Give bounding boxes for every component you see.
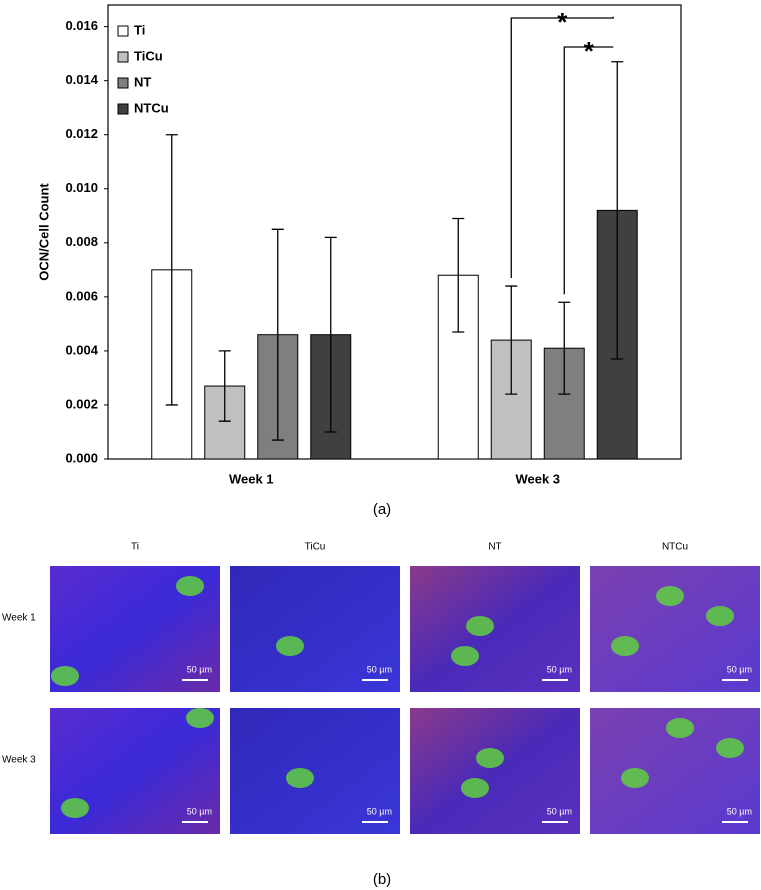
legend-label: TiCu <box>134 48 163 63</box>
error-bar <box>271 228 284 441</box>
cell-cluster <box>476 748 504 768</box>
error-bar <box>324 236 337 433</box>
error-bar <box>558 301 571 395</box>
legend-swatch <box>117 25 129 37</box>
column-label: Ti <box>131 542 139 553</box>
micrograph <box>230 708 400 834</box>
scale-bar-label: 50 µm <box>187 806 212 816</box>
cell-cluster <box>276 636 304 656</box>
micrograph <box>410 566 580 692</box>
scale-bar-label: 50 µm <box>727 664 752 674</box>
cell-cluster <box>706 606 734 626</box>
legend-label: Ti <box>134 22 145 37</box>
panel-label: (a) <box>373 501 391 518</box>
significance-bracket <box>563 46 614 295</box>
panel-label: (b) <box>373 871 391 888</box>
cell-cluster <box>451 646 479 666</box>
cell-cluster <box>656 586 684 606</box>
x-tick-label: Week 1 <box>229 471 274 486</box>
legend-label: NTCu <box>134 100 169 115</box>
scale-bar-label: 50 µm <box>547 806 572 816</box>
error-bar <box>505 285 518 395</box>
significance-bracket <box>510 16 614 279</box>
legend-swatch <box>117 103 129 115</box>
y-tick-label: 0.004 <box>65 342 98 357</box>
legend-swatch <box>117 51 129 63</box>
annotation: * <box>557 7 568 37</box>
column-label: NTCu <box>662 542 688 553</box>
y-tick-label: 0.000 <box>65 450 98 465</box>
annotation: * <box>584 36 595 66</box>
cell-cluster <box>611 636 639 656</box>
error-bar <box>165 134 178 406</box>
error-bar <box>218 350 231 422</box>
legend-swatch <box>117 77 129 89</box>
micrograph <box>230 566 400 692</box>
cell-cluster <box>286 768 314 788</box>
cell-cluster <box>666 718 694 738</box>
cell-cluster <box>461 778 489 798</box>
scale-bar-label: 50 µm <box>367 806 392 816</box>
image-panel: Ti TiCu NT NTCu Week 1 50 µm 50 µm 50 µm 50 µm We… <box>2 542 760 834</box>
error-bar <box>452 217 465 333</box>
y-tick-label: 0.010 <box>65 180 98 195</box>
column-label: TiCu <box>305 542 326 553</box>
cell-cluster <box>51 666 79 686</box>
y-tick-label: 0.006 <box>65 288 98 303</box>
y-axis-label: OCN/Cell Count <box>36 183 51 281</box>
scale-bar-label: 50 µm <box>187 664 212 674</box>
row-label: Week 3 <box>2 755 36 766</box>
legend-label: NT <box>134 74 151 89</box>
column-label: NT <box>488 542 501 553</box>
plot-frame <box>107 4 682 460</box>
error-bar <box>611 61 624 360</box>
cell-cluster <box>176 576 204 596</box>
scale-bar-label: 50 µm <box>547 664 572 674</box>
y-tick-label: 0.008 <box>65 234 98 249</box>
scale-bar-label: 50 µm <box>367 664 392 674</box>
y-tick-label: 0.002 <box>65 396 98 411</box>
cell-cluster <box>186 708 214 728</box>
row-label: Week 1 <box>2 613 36 624</box>
cell-cluster <box>621 768 649 788</box>
scale-bar-label: 50 µm <box>727 806 752 816</box>
cell-cluster <box>716 738 744 758</box>
y-tick-label: 0.014 <box>65 72 98 87</box>
micrograph <box>410 708 580 834</box>
cell-cluster <box>61 798 89 818</box>
y-tick-label: 0.016 <box>65 18 98 33</box>
cell-cluster <box>466 616 494 636</box>
y-tick-label: 0.012 <box>65 126 98 141</box>
x-tick-label: Week 3 <box>515 471 560 486</box>
